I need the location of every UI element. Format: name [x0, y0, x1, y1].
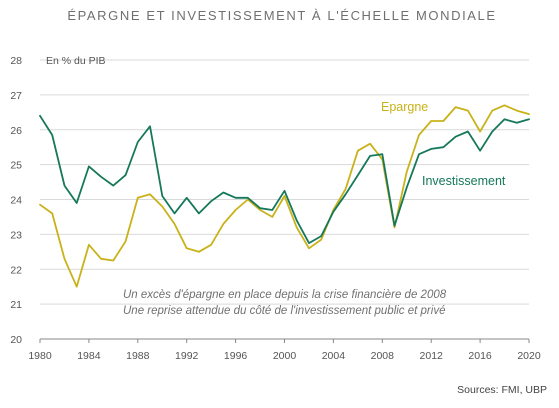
x-tick-label: 1984 — [77, 350, 101, 362]
gridlines — [40, 59, 529, 305]
x-tick-label: 1996 — [224, 350, 248, 362]
y-tick-label: 25 — [10, 160, 22, 172]
x-tick-label: 2012 — [420, 350, 444, 362]
x-tick-label: 2000 — [273, 350, 297, 362]
y-tick-label: 23 — [10, 229, 22, 241]
y-tick-label: 24 — [10, 195, 22, 207]
source-note: Sources: FMI, UBP — [457, 384, 547, 396]
y-axis-ticks: 20 21 22 23 24 25 26 27 28 — [10, 55, 22, 346]
chart-title: ÉPARGNE ET INVESTISSEMENT À L'ÉCHELLE MO… — [67, 8, 496, 23]
series-line-investissement — [39, 114, 530, 244]
y-tick-label: 26 — [10, 125, 22, 137]
x-tick-label: 1992 — [175, 350, 199, 362]
series-line-epargne — [39, 104, 530, 288]
x-tick-label: 1980 — [28, 350, 52, 362]
y-tick-label: 22 — [10, 264, 22, 276]
y-unit-label: En % du PIB — [46, 55, 106, 67]
annotation-line-1: Un excès d'épargne en place depuis la cr… — [123, 289, 447, 301]
x-tick-label: 2016 — [468, 350, 492, 362]
x-tick-label: 2008 — [371, 350, 395, 362]
x-axis-ticks: 1980 1984 1988 1992 1996 2000 2004 2008 2012 2016… — [28, 339, 541, 362]
y-tick-label: 27 — [10, 90, 22, 102]
y-tick-label: 20 — [10, 334, 22, 346]
y-tick-label: 28 — [10, 55, 22, 67]
y-tick-label: 21 — [10, 299, 22, 311]
x-tick-label: 2004 — [322, 350, 346, 362]
x-tick-label: 2020 — [517, 350, 541, 362]
annotation-line-2: Une reprise attendue du côté de l'invest… — [123, 305, 445, 317]
x-tick-label: 1988 — [126, 350, 150, 362]
series-label-investissement: Investissement — [422, 174, 506, 188]
series-lines — [39, 104, 530, 288]
series-label-epargne: Epargne — [381, 100, 428, 114]
